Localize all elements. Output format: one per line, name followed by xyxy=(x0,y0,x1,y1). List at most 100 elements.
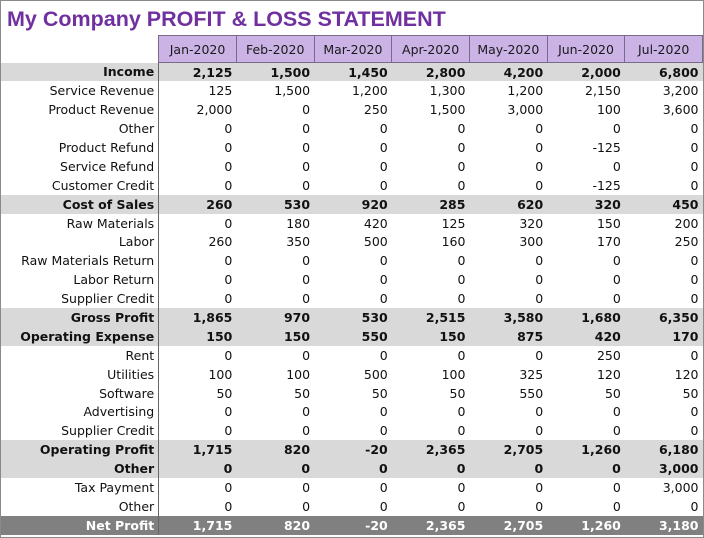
value-cell[interactable]: 0 xyxy=(457,140,466,155)
value-cell[interactable]: 0 xyxy=(302,140,311,155)
value-cell[interactable]: 50 xyxy=(449,385,466,401)
row-label[interactable]: Other xyxy=(1,119,160,139)
value-cell[interactable]: 3,180 xyxy=(624,515,703,535)
value-cell[interactable]: -20 xyxy=(314,515,392,535)
value-cell[interactable]: 0 xyxy=(302,291,311,307)
value-cell[interactable]: 0 xyxy=(379,404,388,420)
value-cell[interactable]: 0 xyxy=(535,253,544,269)
value-cell[interactable]: 1,865 xyxy=(158,308,237,327)
row-label[interactable]: Service Revenue xyxy=(1,81,160,101)
value-cell[interactable]: 0 xyxy=(379,177,388,193)
month-header[interactable]: Jul-2020 xyxy=(624,35,703,63)
value-cell[interactable]: 0 xyxy=(224,177,233,193)
value-cell[interactable]: 2,705 xyxy=(469,440,548,460)
month-header[interactable]: Jan-2020 xyxy=(158,35,237,63)
value-cell[interactable]: 1,715 xyxy=(158,440,237,460)
value-cell[interactable]: 0 xyxy=(457,404,466,420)
row-label[interactable]: Other xyxy=(1,459,160,479)
value-cell[interactable]: 0 xyxy=(457,272,466,288)
value-cell[interactable]: 0 xyxy=(379,291,388,307)
value-cell[interactable]: 200 xyxy=(674,215,699,231)
value-cell[interactable]: 820 xyxy=(236,515,315,535)
value-cell[interactable]: 6,800 xyxy=(624,62,703,82)
value-cell[interactable]: 0 xyxy=(469,459,548,479)
value-cell[interactable]: 50 xyxy=(371,385,388,401)
value-cell[interactable]: 0 xyxy=(302,404,311,420)
value-cell[interactable]: 1,500 xyxy=(236,62,315,82)
value-cell[interactable]: 3,580 xyxy=(469,308,548,327)
value-cell[interactable]: 0 xyxy=(457,291,466,307)
value-cell[interactable]: 970 xyxy=(236,308,315,327)
value-cell[interactable]: 0 xyxy=(302,272,311,288)
value-cell[interactable]: 120 xyxy=(674,366,699,382)
value-cell[interactable]: 300 xyxy=(519,234,544,250)
value-cell[interactable]: 0 xyxy=(224,347,233,363)
row-label[interactable]: Software xyxy=(1,383,160,403)
row-label[interactable]: Raw Materials xyxy=(1,213,160,233)
value-cell[interactable]: 260 xyxy=(208,234,233,250)
value-cell[interactable]: 0 xyxy=(379,158,388,174)
value-cell[interactable]: 0 xyxy=(612,404,621,420)
value-cell[interactable]: 3,000 xyxy=(624,459,703,479)
month-header[interactable]: Apr-2020 xyxy=(391,35,470,63)
value-cell[interactable]: 0 xyxy=(612,253,621,269)
value-cell[interactable]: 550 xyxy=(314,326,392,346)
value-cell[interactable]: 50 xyxy=(294,385,311,401)
value-cell[interactable]: 100 xyxy=(286,366,311,382)
value-cell[interactable]: 0 xyxy=(302,102,311,118)
value-cell[interactable]: 0 xyxy=(224,158,233,174)
value-cell[interactable]: 0 xyxy=(690,253,699,269)
value-cell[interactable]: 250 xyxy=(674,234,699,250)
value-cell[interactable]: 0 xyxy=(302,423,311,439)
value-cell[interactable]: 0 xyxy=(457,423,466,439)
value-cell[interactable]: 160 xyxy=(441,234,466,250)
value-cell[interactable]: 0 xyxy=(379,423,388,439)
value-cell[interactable]: 120 xyxy=(596,366,621,382)
value-cell[interactable]: 170 xyxy=(624,326,703,346)
row-label[interactable]: Operating Profit xyxy=(1,440,160,460)
value-cell[interactable]: 100 xyxy=(441,366,466,382)
value-cell[interactable]: 0 xyxy=(612,423,621,439)
value-cell[interactable]: 3,600 xyxy=(662,102,699,118)
value-cell[interactable]: 125 xyxy=(441,215,466,231)
value-cell[interactable]: 0 xyxy=(379,272,388,288)
value-cell[interactable]: 0 xyxy=(612,480,621,496)
value-cell[interactable]: 620 xyxy=(469,194,548,214)
value-cell[interactable]: 125 xyxy=(208,83,233,99)
value-cell[interactable]: 530 xyxy=(236,194,315,214)
value-cell[interactable]: 170 xyxy=(596,234,621,250)
value-cell[interactable]: 530 xyxy=(314,308,392,327)
row-label[interactable]: Product Refund xyxy=(1,138,160,157)
value-cell[interactable]: 50 xyxy=(216,385,233,401)
value-cell[interactable]: 0 xyxy=(379,498,388,514)
value-cell[interactable]: 0 xyxy=(379,140,388,155)
value-cell[interactable]: 0 xyxy=(535,498,544,514)
value-cell[interactable]: 0 xyxy=(302,347,311,363)
value-cell[interactable]: 1,450 xyxy=(314,62,392,82)
value-cell[interactable]: 0 xyxy=(535,140,544,155)
value-cell[interactable]: 0 xyxy=(690,347,699,363)
value-cell[interactable]: 2,365 xyxy=(391,515,470,535)
value-cell[interactable]: 0 xyxy=(612,158,621,174)
value-cell[interactable]: 350 xyxy=(286,234,311,250)
value-cell[interactable]: 0 xyxy=(690,272,699,288)
value-cell[interactable]: 820 xyxy=(236,440,315,460)
value-cell[interactable]: 0 xyxy=(379,253,388,269)
value-cell[interactable]: 0 xyxy=(690,404,699,420)
value-cell[interactable]: -125 xyxy=(592,177,621,193)
value-cell[interactable]: 250 xyxy=(363,102,388,118)
row-label[interactable]: Operating Expense xyxy=(1,326,160,346)
value-cell[interactable]: 0 xyxy=(535,347,544,363)
value-cell[interactable]: 0 xyxy=(457,498,466,514)
value-cell[interactable]: 0 xyxy=(302,158,311,174)
row-label[interactable]: Income xyxy=(1,62,160,82)
row-label[interactable]: Supplier Credit xyxy=(1,421,160,441)
value-cell[interactable]: 0 xyxy=(379,347,388,363)
value-cell[interactable]: 0 xyxy=(314,459,392,479)
row-label[interactable]: Product Revenue xyxy=(1,100,160,120)
row-label[interactable]: Tax Payment xyxy=(1,478,160,497)
value-cell[interactable]: 320 xyxy=(547,194,625,214)
value-cell[interactable]: 0 xyxy=(224,291,233,307)
value-cell[interactable]: 285 xyxy=(391,194,470,214)
value-cell[interactable]: 1,200 xyxy=(351,83,388,99)
